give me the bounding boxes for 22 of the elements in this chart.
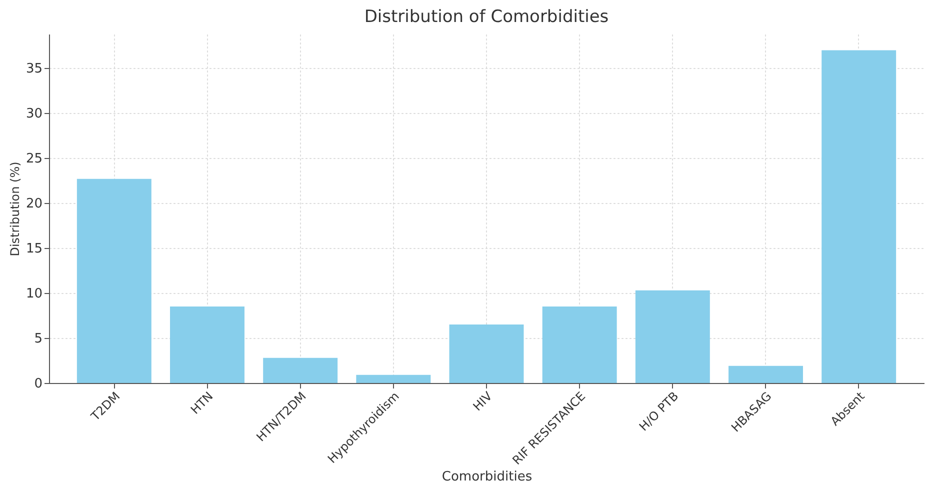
y-tick-label: 0 xyxy=(34,376,42,392)
y-axis-title: Distribution (%) xyxy=(8,162,22,256)
bar xyxy=(542,306,617,383)
y-tick-label: 30 xyxy=(26,106,42,122)
y-tick-label: 5 xyxy=(34,332,42,347)
bar xyxy=(356,374,431,383)
bar xyxy=(263,358,338,383)
y-tick-label: 25 xyxy=(26,152,42,167)
chart-title: Distribution of Comorbidities xyxy=(364,7,609,27)
bar xyxy=(635,290,710,383)
bar xyxy=(170,306,244,383)
y-tick-label: 20 xyxy=(26,196,42,212)
bar xyxy=(76,178,152,383)
bar xyxy=(449,324,524,383)
x-tick-label: HIV xyxy=(470,388,496,414)
y-tick-label: 35 xyxy=(26,62,42,77)
bar xyxy=(822,50,896,383)
x-tick-label: H/O PTB xyxy=(636,389,682,434)
y-tick-label: 10 xyxy=(26,286,42,302)
y-tick-label: 15 xyxy=(26,242,42,257)
bar xyxy=(728,366,803,383)
x-axis-title: Comorbidities xyxy=(442,470,532,485)
